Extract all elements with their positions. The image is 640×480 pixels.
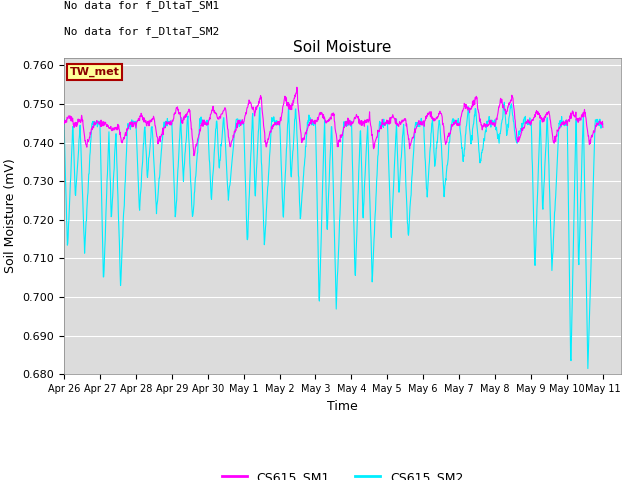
Text: No data for f_DltaT_SM1: No data for f_DltaT_SM1 (64, 0, 220, 12)
Title: Soil Moisture: Soil Moisture (293, 40, 392, 55)
X-axis label: Time: Time (327, 400, 358, 413)
Y-axis label: Soil Moisture (mV): Soil Moisture (mV) (4, 158, 17, 274)
Text: No data for f_DltaT_SM2: No data for f_DltaT_SM2 (64, 26, 220, 37)
Legend: CS615_SM1, CS615_SM2: CS615_SM1, CS615_SM2 (216, 466, 468, 480)
Text: TW_met: TW_met (70, 67, 120, 77)
